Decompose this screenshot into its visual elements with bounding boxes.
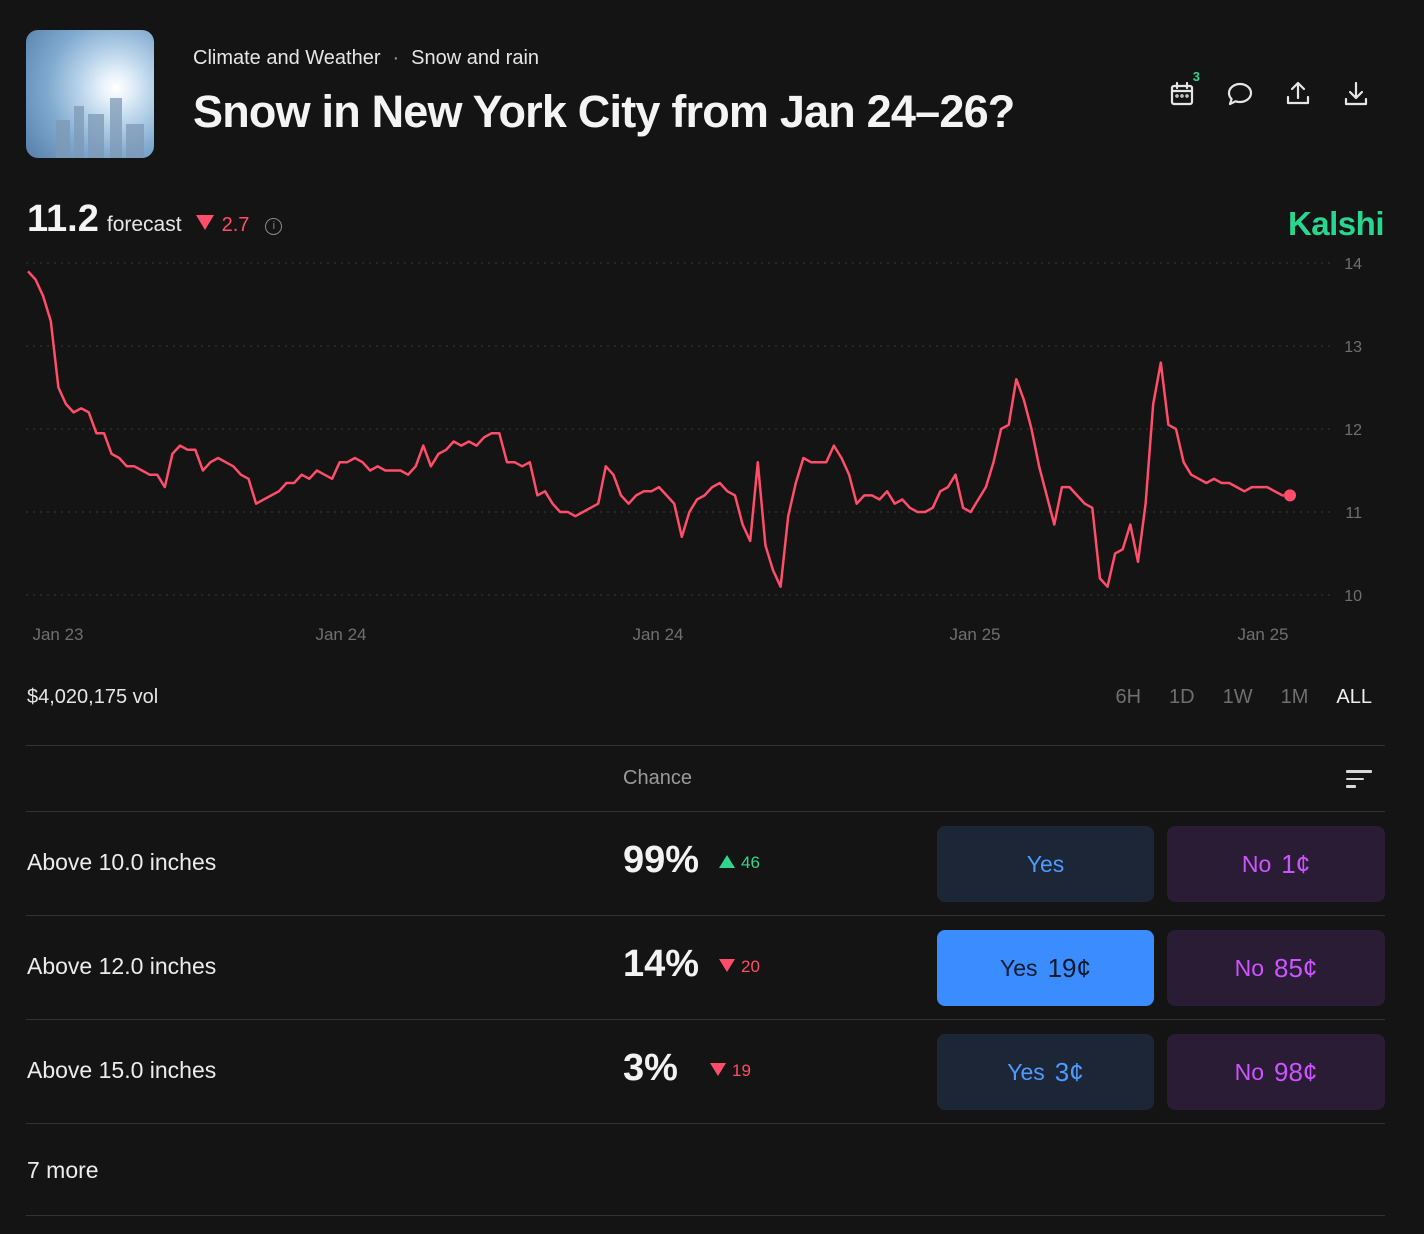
y-tick-label: 14 <box>1344 256 1362 273</box>
divider <box>26 1215 1385 1216</box>
header-actions: 3 <box>1166 69 1372 110</box>
buy-yes-button[interactable]: Yes 3¢ <box>937 1034 1154 1110</box>
forecast-change: 2.7 <box>221 214 250 236</box>
show-more-link[interactable]: 7 more <box>27 1157 99 1183</box>
breadcrumb-category[interactable]: Climate and Weather <box>193 47 381 69</box>
buy-no-button[interactable]: No 85¢ <box>1167 930 1385 1006</box>
yes-label: Yes <box>1000 954 1038 981</box>
yes-label: Yes <box>1007 1058 1045 1085</box>
calendar-badge: 3 <box>1192 69 1200 84</box>
volume-label: $4,020,175 vol <box>27 686 159 708</box>
up-arrow-icon <box>719 855 735 868</box>
forecast-summary: 11.2 forecast 2.7 i <box>27 198 283 241</box>
share-icon[interactable] <box>1282 78 1314 110</box>
forecast-value: 11.2 <box>27 198 99 240</box>
current-point-marker <box>1284 489 1296 502</box>
x-tick-label: Jan 25 <box>1237 625 1288 644</box>
buy-yes-button[interactable]: Yes <box>937 826 1154 902</box>
chance-column-header: Chance <box>623 767 692 789</box>
down-arrow-icon <box>719 959 735 972</box>
outcome-row: Above 15.0 inches 3% 19 Yes 3¢ No 98¢ <box>26 1021 1385 1124</box>
y-tick-label: 11 <box>1345 505 1362 522</box>
x-tick-label: Jan 25 <box>949 625 1000 644</box>
comment-icon[interactable] <box>1224 78 1256 110</box>
chance-delta: 46 <box>719 853 760 873</box>
buy-yes-button[interactable]: Yes 19¢ <box>937 930 1154 1006</box>
outcome-label: Above 12.0 inches <box>27 953 217 979</box>
range-1d[interactable]: 1D <box>1169 686 1195 708</box>
chance-delta: 19 <box>710 1061 751 1081</box>
y-tick-label: 10 <box>1344 588 1362 605</box>
divider <box>26 745 1385 746</box>
yes-label: Yes <box>1026 850 1065 877</box>
no-label: No <box>1234 954 1264 981</box>
no-label: No <box>1241 850 1272 877</box>
outcome-chance: 14% <box>623 943 700 985</box>
outcome-chance: 99% <box>623 839 700 881</box>
divider <box>26 1019 1385 1020</box>
divider <box>26 1123 1385 1124</box>
divider <box>26 811 1385 812</box>
x-tick-label: Jan 23 <box>32 625 83 644</box>
market-thumbnail <box>26 30 154 158</box>
outcome-label: Above 15.0 inches <box>27 1057 217 1083</box>
y-tick-label: 13 <box>1344 339 1362 356</box>
range-all[interactable]: ALL <box>1336 686 1372 708</box>
download-icon[interactable] <box>1340 78 1372 110</box>
outcome-label: Above 10.0 inches <box>27 849 217 875</box>
breadcrumb: Climate and Weather · Snow and rain <box>193 47 539 70</box>
no-price: 1¢ <box>1281 848 1311 879</box>
outcome-chance: 3% <box>623 1047 678 1089</box>
buy-no-button[interactable]: No 1¢ <box>1167 826 1385 902</box>
no-price: 85¢ <box>1274 952 1318 983</box>
forecast-chart: 10 11 12 13 14 Jan 23 Jan 24 Jan 24 Jan 25 Jan 25 <box>26 256 1362 644</box>
chance-delta-value: 20 <box>741 957 760 976</box>
y-tick-label: 12 <box>1344 422 1362 439</box>
down-arrow-icon <box>710 1063 726 1076</box>
info-icon[interactable]: i <box>265 218 283 235</box>
range-1w[interactable]: 1W <box>1222 686 1253 708</box>
time-range-selector: 6H 1D 1W 1M ALL <box>1115 686 1372 709</box>
forecast-label: forecast <box>106 213 182 236</box>
forecast-line <box>27 270 1290 588</box>
no-label: No <box>1234 1058 1264 1085</box>
yes-price: 19¢ <box>1047 952 1091 983</box>
breadcrumb-separator: · <box>392 47 400 69</box>
page-title: Snow in New York City from Jan 24–26? <box>193 86 1015 137</box>
chance-delta-value: 19 <box>732 1061 751 1080</box>
x-tick-label: Jan 24 <box>315 625 366 644</box>
breadcrumb-subcategory[interactable]: Snow and rain <box>411 47 540 69</box>
x-tick-label: Jan 24 <box>632 625 683 644</box>
brand-logo: Kalshi <box>1287 205 1385 242</box>
chance-delta-value: 46 <box>741 853 760 872</box>
sort-icon[interactable] <box>1346 770 1372 793</box>
divider <box>26 915 1385 916</box>
chance-delta: 20 <box>719 957 760 977</box>
outcome-row: Above 12.0 inches 14% 20 Yes 19¢ No 85¢ <box>26 917 1385 1020</box>
outcome-row: Above 10.0 inches 99% 46 Yes No 1¢ <box>26 813 1385 916</box>
calendar-icon[interactable]: 3 <box>1166 69 1200 110</box>
range-6h[interactable]: 6H <box>1115 686 1142 708</box>
range-1m[interactable]: 1M <box>1280 686 1309 708</box>
no-price: 98¢ <box>1274 1056 1318 1087</box>
buy-no-button[interactable]: No 98¢ <box>1167 1034 1385 1110</box>
yes-price: 3¢ <box>1054 1056 1084 1087</box>
down-arrow-icon <box>195 215 214 230</box>
